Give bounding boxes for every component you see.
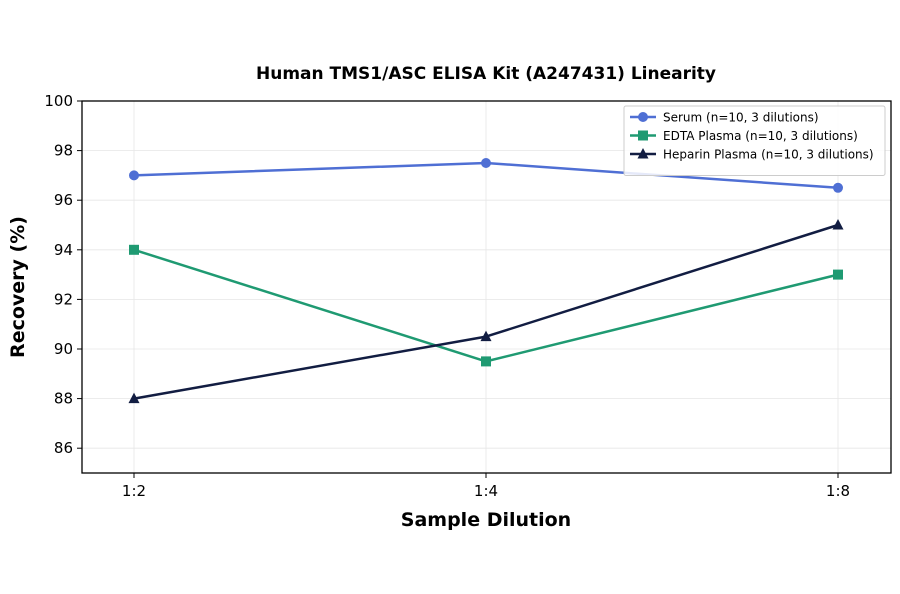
y-tick-label: 96 xyxy=(54,191,73,209)
y-tick-label: 98 xyxy=(54,142,73,160)
legend-marker xyxy=(638,130,648,141)
legend-item: EDTA Plasma (n=10, 3 dilutions) xyxy=(630,129,858,143)
legend-item: Heparin Plasma (n=10, 3 dilutions) xyxy=(630,148,874,162)
legend-marker xyxy=(637,148,649,159)
legend-box xyxy=(623,105,886,176)
legend-label: EDTA Plasma (n=10, 3 dilutions) xyxy=(663,129,858,143)
data-point xyxy=(481,356,491,367)
chart-title: Human TMS1/ASC ELISA Kit (A247431) Linea… xyxy=(256,64,716,84)
x-tick-label: 1:8 xyxy=(826,482,850,500)
series-1 xyxy=(129,158,843,193)
y-axis-label: Recovery (%) xyxy=(7,216,29,358)
data-point xyxy=(128,392,140,404)
x-axis-label: Sample Dilution xyxy=(401,509,571,531)
y-tick-label: 94 xyxy=(54,241,73,259)
data-point xyxy=(832,219,844,230)
series-2 xyxy=(129,244,843,367)
legend-marker xyxy=(638,112,648,122)
series-3 xyxy=(128,219,844,404)
y-tick-label: 86 xyxy=(54,439,73,457)
data-point xyxy=(480,330,492,342)
data-point xyxy=(129,170,139,181)
y-tick-label: 92 xyxy=(54,290,73,308)
legend: Serum (n=10, 3 dilutions) EDTA Plasma (n=… xyxy=(623,105,886,176)
data-point xyxy=(833,269,843,280)
x-tick-label: 1:2 xyxy=(122,482,146,500)
x-axis-ticks: 1:2 1:4 1:8 xyxy=(122,473,850,500)
data-point xyxy=(833,182,843,193)
y-tick-label: 100 xyxy=(44,92,73,110)
data-point xyxy=(481,158,491,168)
y-axis-ticks: 86 88 90 92 94 96 98 100 xyxy=(44,92,82,457)
legend-label: Heparin Plasma (n=10, 3 dilutions) xyxy=(663,148,874,162)
y-tick-label: 88 xyxy=(54,390,73,408)
series-layer xyxy=(128,158,844,404)
y-tick-label: 90 xyxy=(54,340,73,358)
legend-item: Serum (n=10, 3 dilutions) xyxy=(630,111,819,125)
legend-label: Serum (n=10, 3 dilutions) xyxy=(663,111,819,125)
x-tick-label: 1:4 xyxy=(474,482,498,500)
data-point xyxy=(129,244,139,255)
